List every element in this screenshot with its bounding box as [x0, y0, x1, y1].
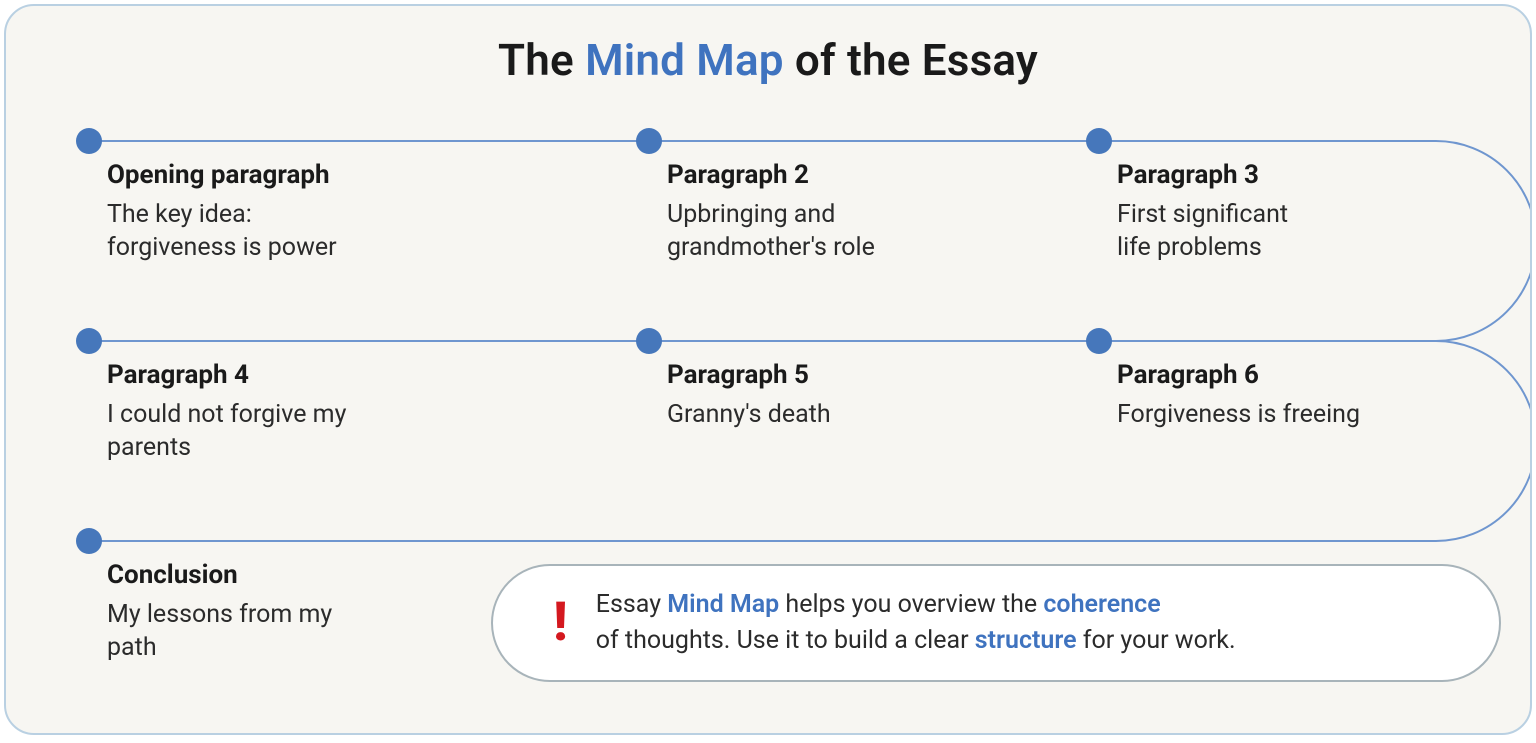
- node-title: Opening paragraph: [107, 159, 337, 192]
- callout-span: helps you overview the: [779, 590, 1043, 619]
- node-title: Paragraph 2: [667, 159, 875, 192]
- title-accent: Mind Map: [585, 34, 784, 86]
- callout-span: Essay: [596, 590, 667, 619]
- callout-span: for your work.: [1077, 626, 1236, 655]
- flow-dot: [76, 328, 102, 354]
- node-desc: I could not forgive myparents: [107, 398, 346, 466]
- flow-dot: [636, 328, 662, 354]
- title-pre: The: [498, 34, 585, 86]
- flow-node: Conclusion My lessons from mypath: [107, 559, 332, 665]
- flow-node: Paragraph 6 Forgiveness is freeing: [1117, 359, 1360, 431]
- callout-span: structure: [975, 626, 1077, 655]
- node-title: Conclusion: [107, 559, 332, 592]
- node-desc: First significantlife problems: [1117, 198, 1288, 266]
- flow-node: Paragraph 3 First significantlife problem…: [1117, 159, 1288, 265]
- mind-map-frame: The Mind Map of the Essay ! Essay Mind M…: [4, 4, 1532, 735]
- callout-span: coherence: [1043, 590, 1160, 619]
- callout-span: of thoughts. Use it to build a clear: [596, 626, 975, 655]
- node-desc: Granny's death: [667, 398, 831, 432]
- node-desc: My lessons from mypath: [107, 598, 332, 666]
- node-desc: The key idea:forgiveness is power: [107, 198, 337, 266]
- info-callout: ! Essay Mind Map helps you overview the …: [491, 564, 1501, 682]
- page-title: The Mind Map of the Essay: [6, 34, 1530, 86]
- flow-dot: [1086, 328, 1112, 354]
- flow-dot: [636, 128, 662, 154]
- flow-dot: [76, 528, 102, 554]
- flow-dot: [1086, 128, 1112, 154]
- callout-span: Mind Map: [667, 590, 779, 619]
- flow-node: Paragraph 4 I could not forgive myparents: [107, 359, 346, 465]
- flow-dot: [76, 128, 102, 154]
- node-title: Paragraph 6: [1117, 359, 1360, 392]
- flow-node: Paragraph 5 Granny's death: [667, 359, 831, 431]
- title-post: of the Essay: [784, 34, 1038, 86]
- flow-node: Paragraph 2 Upbringing andgrandmother's r…: [667, 159, 875, 265]
- node-title: Paragraph 5: [667, 359, 831, 392]
- node-title: Paragraph 4: [107, 359, 346, 392]
- callout-text: Essay Mind Map helps you overview the co…: [596, 587, 1236, 660]
- alert-icon: !: [553, 596, 568, 650]
- flow-node: Opening paragraph The key idea:forgivenes…: [107, 159, 337, 265]
- node-desc: Forgiveness is freeing: [1117, 398, 1360, 432]
- node-desc: Upbringing andgrandmother's role: [667, 198, 875, 266]
- node-title: Paragraph 3: [1117, 159, 1288, 192]
